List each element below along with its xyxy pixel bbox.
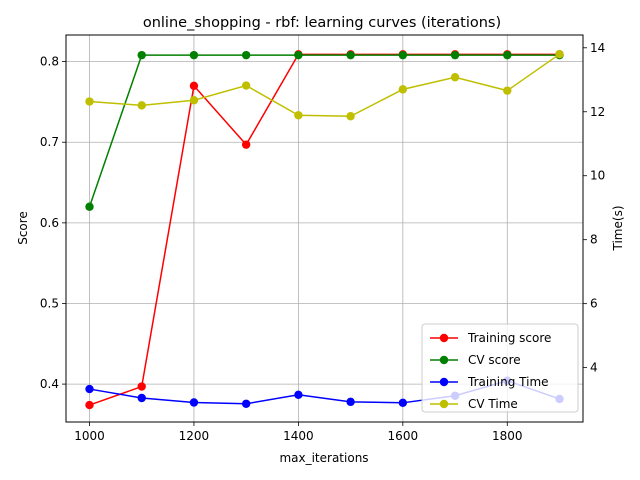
data-point <box>189 96 199 105</box>
y2-axis-label: Time(s) <box>611 206 625 252</box>
series-line <box>89 53 560 117</box>
legend: Training score CV score Training Time CV Ti… <box>421 323 579 413</box>
x-tick-label: 1800 <box>492 429 523 443</box>
data-point <box>398 85 408 94</box>
data-point <box>346 397 355 407</box>
y-tick-label: 0.5 <box>40 296 59 310</box>
x-axis-label: max_iterations <box>279 451 368 465</box>
series-cv-score <box>85 50 564 211</box>
legend-label: Training score <box>467 331 551 345</box>
y2-tick-label: 12 <box>590 105 605 119</box>
data-point <box>294 390 303 400</box>
data-point <box>85 400 94 410</box>
series-line <box>89 53 560 406</box>
data-point <box>346 112 355 121</box>
legend-swatch-marker <box>439 355 449 365</box>
data-point <box>503 86 512 95</box>
data-point <box>555 49 564 59</box>
x-tick-label: 1600 <box>388 429 419 443</box>
y2-tick-label: 4 <box>590 361 598 375</box>
data-point <box>241 81 251 90</box>
x-tick-label: 1400 <box>283 429 314 443</box>
data-point <box>294 111 303 120</box>
data-point <box>137 101 146 110</box>
legend-swatch-marker <box>439 377 449 387</box>
data-point <box>137 393 146 403</box>
y2-tick-label: 14 <box>590 41 605 55</box>
y-tick-label: 0.8 <box>40 55 59 69</box>
data-point <box>450 73 460 82</box>
y-axis-right: 4 6 8 10 12 14 <box>583 41 605 375</box>
data-point <box>398 398 408 408</box>
data-point <box>241 50 251 60</box>
series-cv-time <box>85 49 564 121</box>
x-tick-label: 1000 <box>74 429 105 443</box>
x-axis: 1000 1200 1400 1600 1800 <box>74 422 523 443</box>
legend-swatch-marker <box>439 333 449 343</box>
legend-label: CV Time <box>468 397 518 411</box>
y-axis-left: 0.4 0.5 0.6 0.7 0.8 <box>40 55 66 391</box>
legend-label: CV score <box>468 353 521 367</box>
data-point <box>346 50 355 60</box>
data-point <box>85 202 94 211</box>
data-point <box>137 50 146 60</box>
data-point <box>137 382 146 391</box>
x-tick-label: 1200 <box>179 429 210 443</box>
data-point <box>189 50 199 60</box>
y-axis-label: Score <box>16 211 30 245</box>
data-point <box>503 50 512 60</box>
data-point <box>294 50 303 60</box>
y2-tick-label: 10 <box>590 169 605 183</box>
y2-tick-label: 6 <box>590 297 598 311</box>
data-point <box>85 384 94 394</box>
data-point <box>189 398 199 407</box>
data-point <box>398 50 408 60</box>
data-point <box>85 97 94 106</box>
data-point <box>241 140 251 149</box>
y-tick-label: 0.7 <box>40 135 59 149</box>
data-point <box>241 399 251 408</box>
legend-label: Training Time <box>467 375 549 389</box>
y-tick-label: 0.4 <box>40 377 59 391</box>
data-point <box>450 50 460 60</box>
legend-swatch-marker <box>439 399 449 409</box>
legend-box <box>421 323 579 413</box>
data-point <box>189 81 199 90</box>
chart-title: online_shopping - rbf: learning curves (… <box>143 15 501 31</box>
y-tick-label: 0.6 <box>40 216 59 230</box>
plot-frame <box>65 34 584 423</box>
series-line <box>88 54 560 207</box>
y2-tick-label: 8 <box>590 233 598 247</box>
